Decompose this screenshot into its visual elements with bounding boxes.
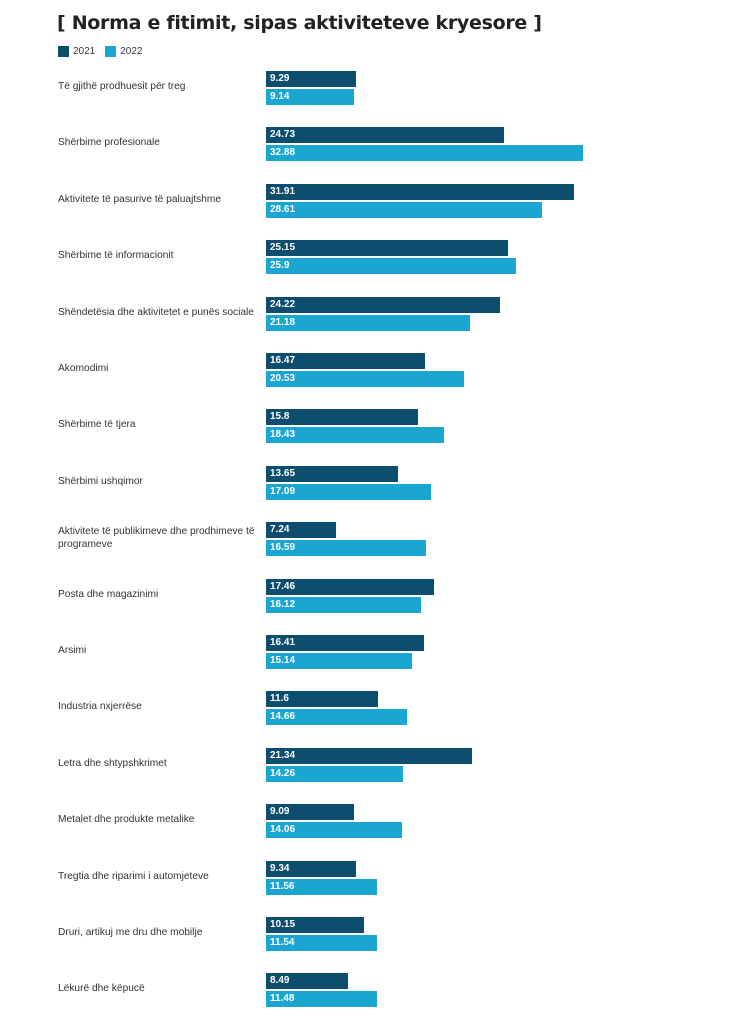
bar-2021[interactable]: 17.46 — [266, 578, 435, 595]
category-label: Shërbime të tjera — [58, 419, 136, 431]
category-label: Lëkurë dhe këpucë — [58, 983, 145, 995]
bar-value-label: 17.09 — [270, 485, 296, 497]
bar-value-label: 28.61 — [270, 203, 296, 215]
bar-value-label: 17.46 — [270, 580, 296, 592]
bar-value-label: 14.66 — [270, 711, 296, 723]
bar-value-label: 20.53 — [270, 373, 296, 384]
bar-2022[interactable]: 11.48 — [266, 991, 377, 1008]
chart-title: [ Norma e fitimit, sipas aktiviteteve kr… — [57, 12, 542, 34]
legend: 2021 2022 — [58, 46, 153, 57]
bar-2022[interactable]: 17.09 — [266, 483, 431, 500]
category-label: Metalet dhe produkte metalike — [58, 814, 195, 826]
bar-value-label: 21.34 — [270, 749, 296, 761]
bar-2022[interactable]: 21.18 — [266, 314, 471, 331]
category-label: Aktivitete të publikimeve dhe prodhimeve… — [58, 526, 255, 551]
bar-2022[interactable]: 11.56 — [266, 878, 378, 895]
bar-2021[interactable]: 15.8 — [266, 409, 419, 426]
legend-item-2022[interactable]: 2022 — [105, 46, 143, 57]
bar-value-label: 9.34 — [270, 862, 290, 874]
bar-value-label: 9.09 — [270, 806, 290, 818]
bar-value-label: 9.29 — [270, 73, 290, 84]
bar-2022[interactable]: 15.14 — [266, 653, 412, 669]
bar-value-label: 11.6 — [270, 693, 289, 705]
bar-2021[interactable]: 24.22 — [266, 296, 500, 313]
bar-2021[interactable]: 21.34 — [266, 747, 472, 764]
bar-value-label: 14.06 — [270, 824, 296, 836]
bar-value-label: 16.12 — [270, 598, 296, 610]
category-label: Të gjithë prodhuesit për treg — [58, 81, 186, 92]
bar-2022[interactable]: 16.12 — [266, 596, 422, 613]
bar-value-label: 15.14 — [270, 655, 296, 666]
bar-value-label: 32.88 — [270, 147, 296, 159]
bar-value-label: 24.22 — [270, 298, 296, 310]
bar-value-label: 24.73 — [270, 129, 296, 141]
bar-2021[interactable]: 9.09 — [266, 804, 354, 821]
bar-2022[interactable]: 18.43 — [266, 427, 444, 444]
bar-value-label: 7.24 — [270, 524, 290, 536]
bar-2021[interactable]: 7.24 — [266, 522, 336, 539]
bar-2021[interactable]: 10.15 — [266, 917, 364, 933]
legend-swatch-2022 — [105, 46, 117, 57]
bar-2022[interactable]: 14.26 — [266, 765, 404, 782]
legend-label-2022: 2022 — [120, 46, 143, 57]
category-label: Shërbime profesionale — [58, 137, 160, 149]
bar-value-label: 9.14 — [270, 91, 290, 102]
category-label: Posta dhe magazinimi — [58, 588, 159, 600]
bar-2021[interactable]: 9.29 — [266, 71, 356, 87]
bar-2021[interactable]: 8.49 — [266, 973, 348, 990]
bar-2022[interactable]: 28.61 — [266, 201, 542, 218]
bar-2021[interactable]: 16.41 — [266, 635, 425, 651]
bar-value-label: 8.49 — [270, 975, 290, 987]
category-label: Shërbimi ushqimor — [58, 475, 143, 487]
bar-value-label: 16.41 — [270, 637, 296, 648]
category-label: Tregtia dhe riparimi i automjeteve — [58, 870, 209, 882]
bar-2022[interactable]: 14.06 — [266, 822, 402, 839]
bar-2022[interactable]: 11.54 — [266, 935, 378, 951]
bar-value-label: 14.26 — [270, 767, 296, 779]
bar-2021[interactable]: 11.6 — [266, 691, 378, 708]
category-label: Akomodimi — [58, 363, 109, 374]
bar-value-label: 11.54 — [270, 937, 295, 948]
bar-2021[interactable]: 24.73 — [266, 127, 505, 144]
bar-2021[interactable]: 31.91 — [266, 183, 574, 200]
legend-label-2021: 2021 — [73, 46, 96, 57]
category-label: Druri, artikuj me dru dhe mobilje — [58, 927, 203, 938]
bar-2022[interactable]: 14.66 — [266, 709, 408, 726]
bar-2022[interactable]: 20.53 — [266, 371, 464, 387]
category-label: Shërbime të informacionit — [58, 250, 174, 262]
category-label: Letra dhe shtypshkrimet — [58, 757, 167, 769]
bar-value-label: 25.15 — [270, 242, 296, 254]
bar-value-label: 10.15 — [270, 919, 296, 930]
bar-2021[interactable]: 25.15 — [266, 240, 509, 257]
bar-value-label: 11.56 — [270, 880, 295, 892]
bar-value-label: 18.43 — [270, 429, 296, 441]
bar-value-label: 11.48 — [270, 993, 295, 1005]
bar-2022[interactable]: 32.88 — [266, 145, 583, 162]
bar-value-label: 13.65 — [270, 467, 296, 479]
legend-swatch-2021 — [58, 46, 69, 57]
bar-value-label: 21.18 — [270, 316, 296, 328]
category-label: Arsimi — [58, 645, 87, 656]
bar-2021[interactable]: 13.65 — [266, 465, 398, 482]
bar-2022[interactable]: 9.14 — [266, 89, 355, 105]
category-label: Shëndetësia dhe aktivitetet e punës soci… — [58, 306, 254, 318]
bar-2021[interactable]: 16.47 — [266, 353, 425, 369]
category-label: Industria nxjerrëse — [58, 701, 142, 713]
bar-value-label: 16.47 — [270, 355, 296, 366]
bar-value-label: 31.91 — [270, 185, 296, 197]
bar-value-label: 16.59 — [270, 542, 296, 554]
bar-value-label: 25.9 — [270, 260, 290, 272]
legend-item-2021[interactable]: 2021 — [58, 46, 95, 57]
category-label: Aktivitete të pasurive të paluajtshme — [58, 193, 222, 205]
bar-value-label: 15.8 — [270, 411, 290, 423]
bar-2022[interactable]: 16.59 — [266, 540, 426, 557]
bar-2021[interactable]: 9.34 — [266, 860, 357, 877]
bar-2022[interactable]: 25.9 — [266, 258, 516, 275]
